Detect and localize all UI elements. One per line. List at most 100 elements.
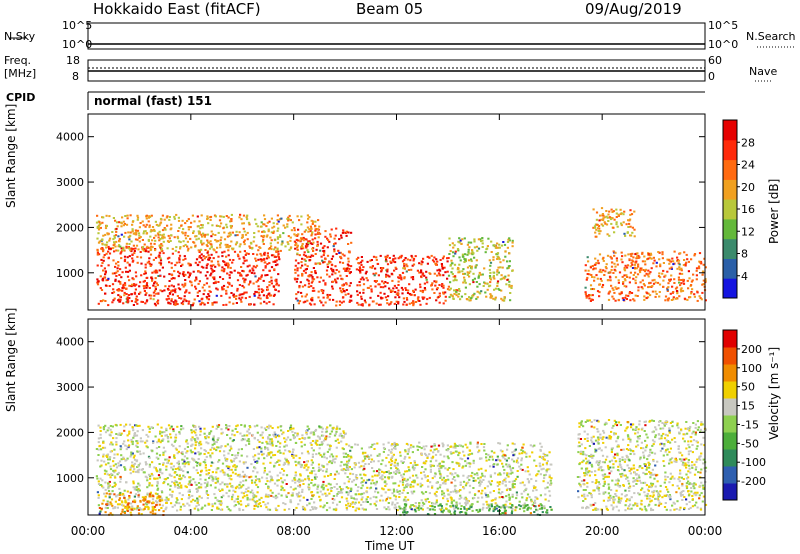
data-cell xyxy=(235,456,238,459)
data-cell xyxy=(621,261,624,264)
data-cell xyxy=(340,234,343,237)
data-cell xyxy=(479,238,482,241)
data-cell xyxy=(661,272,664,275)
data-cell xyxy=(547,499,550,502)
data-cell xyxy=(129,472,132,475)
data-cell xyxy=(238,294,241,297)
data-cell xyxy=(190,500,193,503)
data-cell xyxy=(294,487,297,490)
data-cell xyxy=(350,488,353,491)
data-cell xyxy=(245,291,248,294)
data-cell xyxy=(244,444,248,447)
data-cell xyxy=(239,432,242,435)
data-cell xyxy=(511,508,514,510)
data-cell xyxy=(246,466,249,469)
data-cell xyxy=(105,246,108,249)
data-cell xyxy=(206,297,209,300)
data-cell xyxy=(178,445,181,448)
data-cell xyxy=(319,299,322,302)
data-cell xyxy=(403,300,406,303)
data-cell xyxy=(609,255,612,258)
data-cell xyxy=(669,292,672,295)
data-cell xyxy=(434,502,437,505)
data-cell xyxy=(109,247,112,250)
data-cell xyxy=(112,217,115,219)
data-cell xyxy=(256,225,259,228)
data-cell xyxy=(194,452,197,455)
data-cell xyxy=(324,437,327,440)
data-cell xyxy=(612,250,615,253)
data-cell xyxy=(200,265,203,268)
data-cell xyxy=(690,284,693,286)
data-cell xyxy=(276,222,279,225)
data-cell xyxy=(624,296,627,299)
data-cell xyxy=(249,246,252,249)
data-cell xyxy=(652,256,655,259)
data-cell xyxy=(336,425,339,428)
data-cell xyxy=(154,234,157,237)
data-cell xyxy=(193,220,196,223)
data-cell xyxy=(594,257,597,260)
data-cell xyxy=(494,498,497,501)
data-cell xyxy=(393,471,396,474)
data-cell xyxy=(421,484,424,487)
data-cell xyxy=(233,457,236,460)
data-cell xyxy=(205,473,208,476)
data-cell xyxy=(246,231,249,234)
data-cell xyxy=(348,267,351,270)
data-cell xyxy=(111,425,114,428)
data-cell xyxy=(546,460,549,463)
data-cell xyxy=(256,253,259,256)
data-cell xyxy=(139,453,142,456)
data-cell xyxy=(412,278,415,281)
data-cell xyxy=(496,282,499,285)
data-cell xyxy=(345,504,348,507)
data-cell xyxy=(329,445,332,447)
data-cell xyxy=(603,221,606,224)
data-cell xyxy=(305,469,308,472)
data-cell xyxy=(135,434,139,437)
data-cell xyxy=(182,503,185,506)
data-cell xyxy=(111,474,114,476)
data-cell xyxy=(99,436,102,439)
data-cell xyxy=(366,279,369,282)
data-cell xyxy=(98,253,101,256)
data-cell xyxy=(633,299,636,302)
data-cell xyxy=(677,262,680,265)
data-cell xyxy=(306,498,309,501)
data-cell xyxy=(173,482,176,485)
data-cell xyxy=(210,230,213,233)
data-cell xyxy=(278,449,281,452)
data-cell xyxy=(442,284,445,287)
data-cell xyxy=(304,229,308,232)
data-cell xyxy=(141,301,144,303)
data-cell xyxy=(604,266,607,268)
data-cell xyxy=(441,283,444,285)
data-cell xyxy=(203,449,206,451)
data-cell xyxy=(696,299,699,302)
data-cell xyxy=(155,447,158,450)
data-cell xyxy=(243,291,246,294)
data-cell xyxy=(466,274,469,276)
data-cell xyxy=(122,284,125,287)
data-cell xyxy=(365,277,368,280)
data-cell xyxy=(299,473,302,476)
data-cell xyxy=(102,428,106,431)
data-cell xyxy=(211,438,215,441)
data-cell xyxy=(212,439,215,442)
data-cell xyxy=(431,282,434,285)
data-cell xyxy=(294,247,297,250)
data-cell xyxy=(118,240,121,243)
data-cell xyxy=(446,288,450,291)
data-cell xyxy=(598,232,601,235)
data-cell xyxy=(451,461,454,464)
data-cell xyxy=(182,240,185,243)
data-cell xyxy=(468,272,471,275)
data-cell xyxy=(107,256,110,259)
data-cell xyxy=(286,241,289,244)
data-cell xyxy=(200,443,203,446)
data-cell xyxy=(319,276,322,279)
data-cell xyxy=(171,274,174,277)
data-cell xyxy=(469,442,472,445)
data-cell xyxy=(424,476,427,479)
